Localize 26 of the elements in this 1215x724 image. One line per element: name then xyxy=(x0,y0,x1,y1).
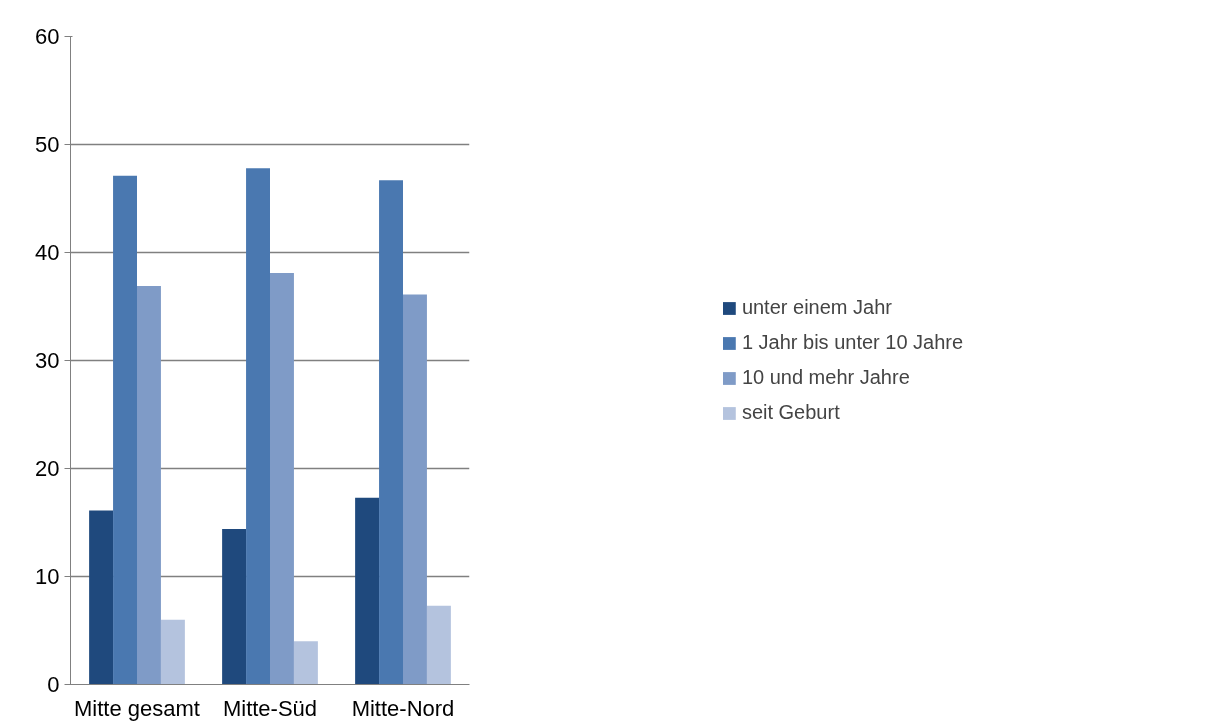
bar xyxy=(403,294,427,685)
bar xyxy=(426,605,451,685)
legend-label: 1 Jahr bis unter 10 Jahre xyxy=(741,331,964,354)
legend-label: unter einem Jahr xyxy=(741,296,892,319)
x-tick-label: Mitte-Nord xyxy=(351,695,455,721)
bar xyxy=(270,273,294,685)
y-tick-label: 60 xyxy=(35,24,60,49)
bar xyxy=(137,285,161,685)
bar xyxy=(355,497,380,685)
legend-label: seit Geburt xyxy=(741,401,840,424)
y-tick-label: 0 xyxy=(47,672,60,697)
y-tick-label: 40 xyxy=(35,240,60,265)
bar xyxy=(293,641,318,685)
bar xyxy=(379,180,403,685)
y-tick-label: 50 xyxy=(35,132,60,157)
bar xyxy=(113,175,137,685)
x-tick-label: Mitte-Süd xyxy=(222,695,318,721)
x-tick-label: Mitte gesamt xyxy=(74,695,200,721)
bar xyxy=(222,528,247,685)
y-tick-label: 10 xyxy=(35,564,60,589)
y-tick-label: 20 xyxy=(35,456,60,481)
legend-label: 10 und mehr Jahre xyxy=(741,366,910,389)
y-tick-label: 30 xyxy=(35,348,60,373)
bar xyxy=(246,168,270,685)
bar xyxy=(89,510,114,685)
bar xyxy=(160,619,185,685)
